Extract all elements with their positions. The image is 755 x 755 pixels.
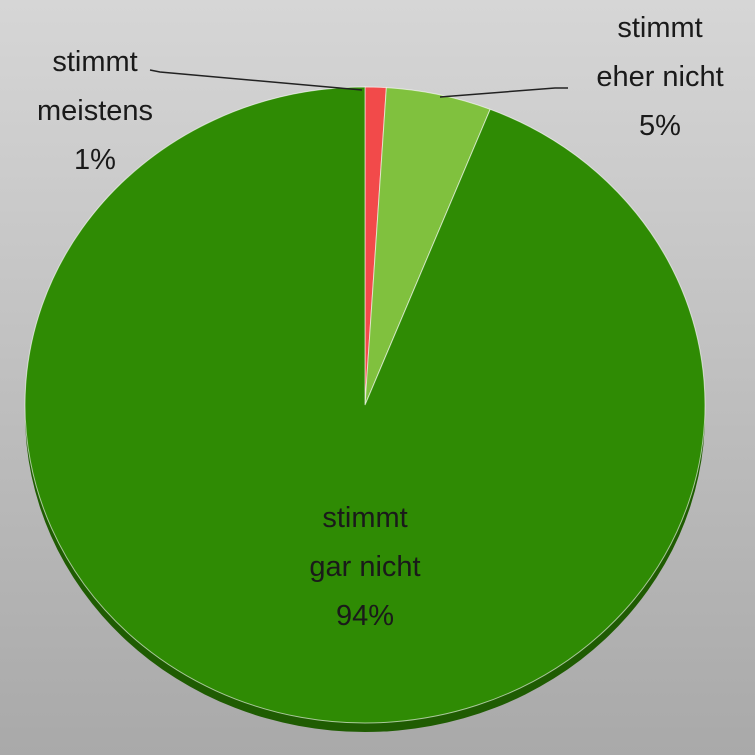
pie xyxy=(24,86,706,724)
value-label: 5% xyxy=(639,110,681,142)
category-label: stimmt eher nicht xyxy=(596,12,724,93)
slice-label: stimmt eher nicht 5% xyxy=(540,4,755,151)
slice-label: stimmt gar nicht 94% xyxy=(245,494,485,641)
value-label: 94% xyxy=(335,600,395,632)
pie-slice xyxy=(24,86,706,724)
category-label: stimmt gar nicht xyxy=(309,502,421,583)
leader-line xyxy=(439,87,568,98)
value-label: 1% xyxy=(74,144,116,176)
slice-label: stimmt meistens 1% xyxy=(0,38,215,185)
category-label: stimmt meistens xyxy=(36,46,154,127)
leader-line xyxy=(149,69,363,91)
